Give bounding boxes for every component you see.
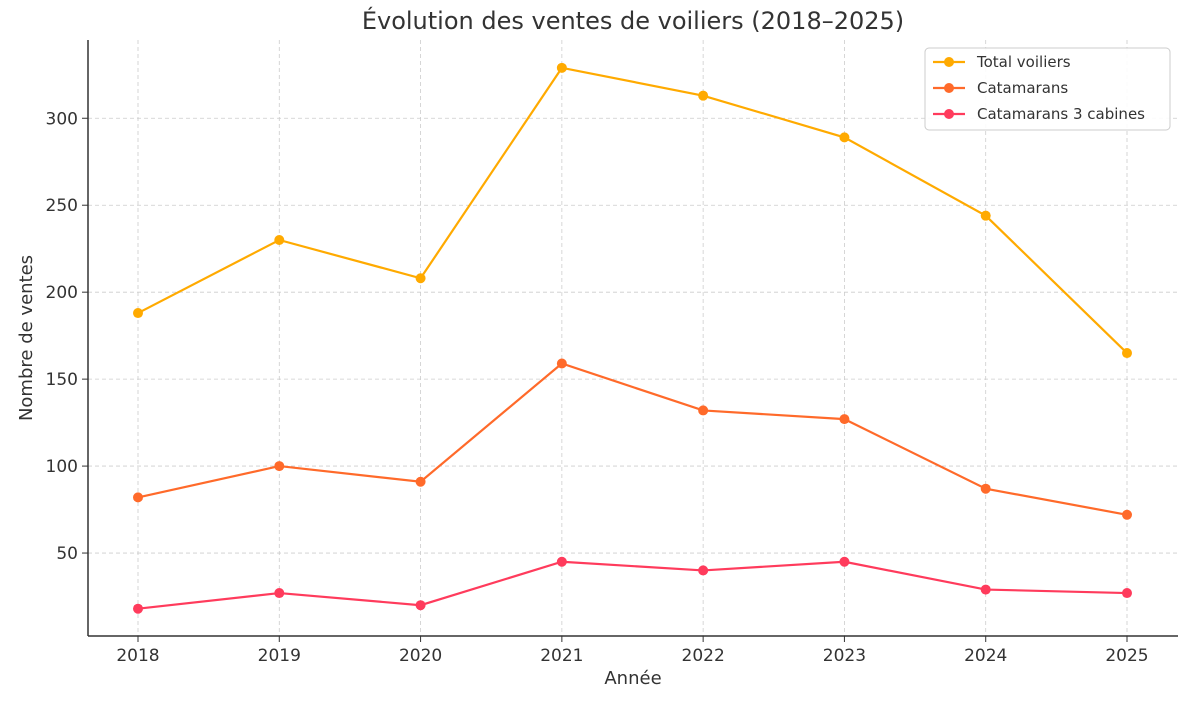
y-tick-label: 300 xyxy=(46,109,78,129)
legend-label: Catamarans xyxy=(977,79,1068,97)
legend: Total voiliers Catamarans Catamarans 3 cab… xyxy=(924,47,1171,131)
legend-marker xyxy=(944,57,954,67)
data-point-total-voiliers xyxy=(980,210,991,221)
data-point-total-voiliers xyxy=(839,132,850,143)
data-point-catamarans-3-cabines xyxy=(698,565,709,576)
legend-marker xyxy=(944,109,954,119)
y-tick-label: 150 xyxy=(46,370,78,390)
series-line-total-voiliers xyxy=(137,66,1128,354)
data-point-catamarans xyxy=(133,492,143,503)
data-point-catamarans xyxy=(980,483,991,494)
data-point-total-voiliers xyxy=(415,273,426,284)
data-point-catamarans xyxy=(415,476,426,487)
data-point-total-voiliers xyxy=(274,235,285,245)
x-tick-label: 2022 xyxy=(682,646,725,666)
legend-marker xyxy=(944,83,954,93)
data-point-catamarans-3-cabines xyxy=(274,588,285,599)
x-axis-label: Année xyxy=(604,668,661,689)
series-line-catamarans xyxy=(137,362,1128,516)
data-point-total-voiliers xyxy=(698,90,709,101)
data-point-catamarans-3-cabines xyxy=(980,584,991,595)
y-tick-label: 250 xyxy=(46,196,78,216)
data-point-catamarans-3-cabines xyxy=(133,603,143,614)
y-tick-label: 200 xyxy=(46,283,78,303)
x-tick-label: 2019 xyxy=(258,646,301,666)
legend-label: Catamarans 3 cabines xyxy=(977,105,1145,123)
legend-label: Total voiliers xyxy=(976,53,1071,71)
data-point-total-voiliers xyxy=(133,308,143,319)
data-point-catamarans xyxy=(274,461,285,472)
data-point-catamarans xyxy=(839,414,850,425)
y-axis-label: Nombre de ventes xyxy=(16,255,37,421)
data-point-total-voiliers xyxy=(556,62,567,73)
x-tick-label: 2024 xyxy=(964,646,1007,666)
legend-box xyxy=(924,47,1171,131)
x-tick-label: 2020 xyxy=(399,646,442,666)
data-point-catamarans-3-cabines xyxy=(415,600,426,611)
data-point-catamarans-3-cabines xyxy=(839,556,850,567)
x-tick-label: 2023 xyxy=(823,646,866,666)
y-tick-label: 100 xyxy=(46,457,78,477)
x-tick-label: 2025 xyxy=(1105,646,1148,666)
x-tick-label: 2018 xyxy=(116,646,159,666)
data-point-catamarans xyxy=(1122,509,1132,520)
chart-title: Évolution des ventes de voiliers (2018–2… xyxy=(362,6,904,35)
data-point-catamarans xyxy=(698,405,709,416)
data-point-catamarans-3-cabines xyxy=(1122,588,1132,599)
data-point-catamarans xyxy=(556,358,567,369)
data-point-total-voiliers xyxy=(1122,348,1132,359)
x-tick-label: 2021 xyxy=(540,646,583,666)
data-point-catamarans-3-cabines xyxy=(556,556,567,567)
y-tick-label: 50 xyxy=(56,544,78,564)
series-line-catamarans-3-cabines xyxy=(137,560,1128,610)
